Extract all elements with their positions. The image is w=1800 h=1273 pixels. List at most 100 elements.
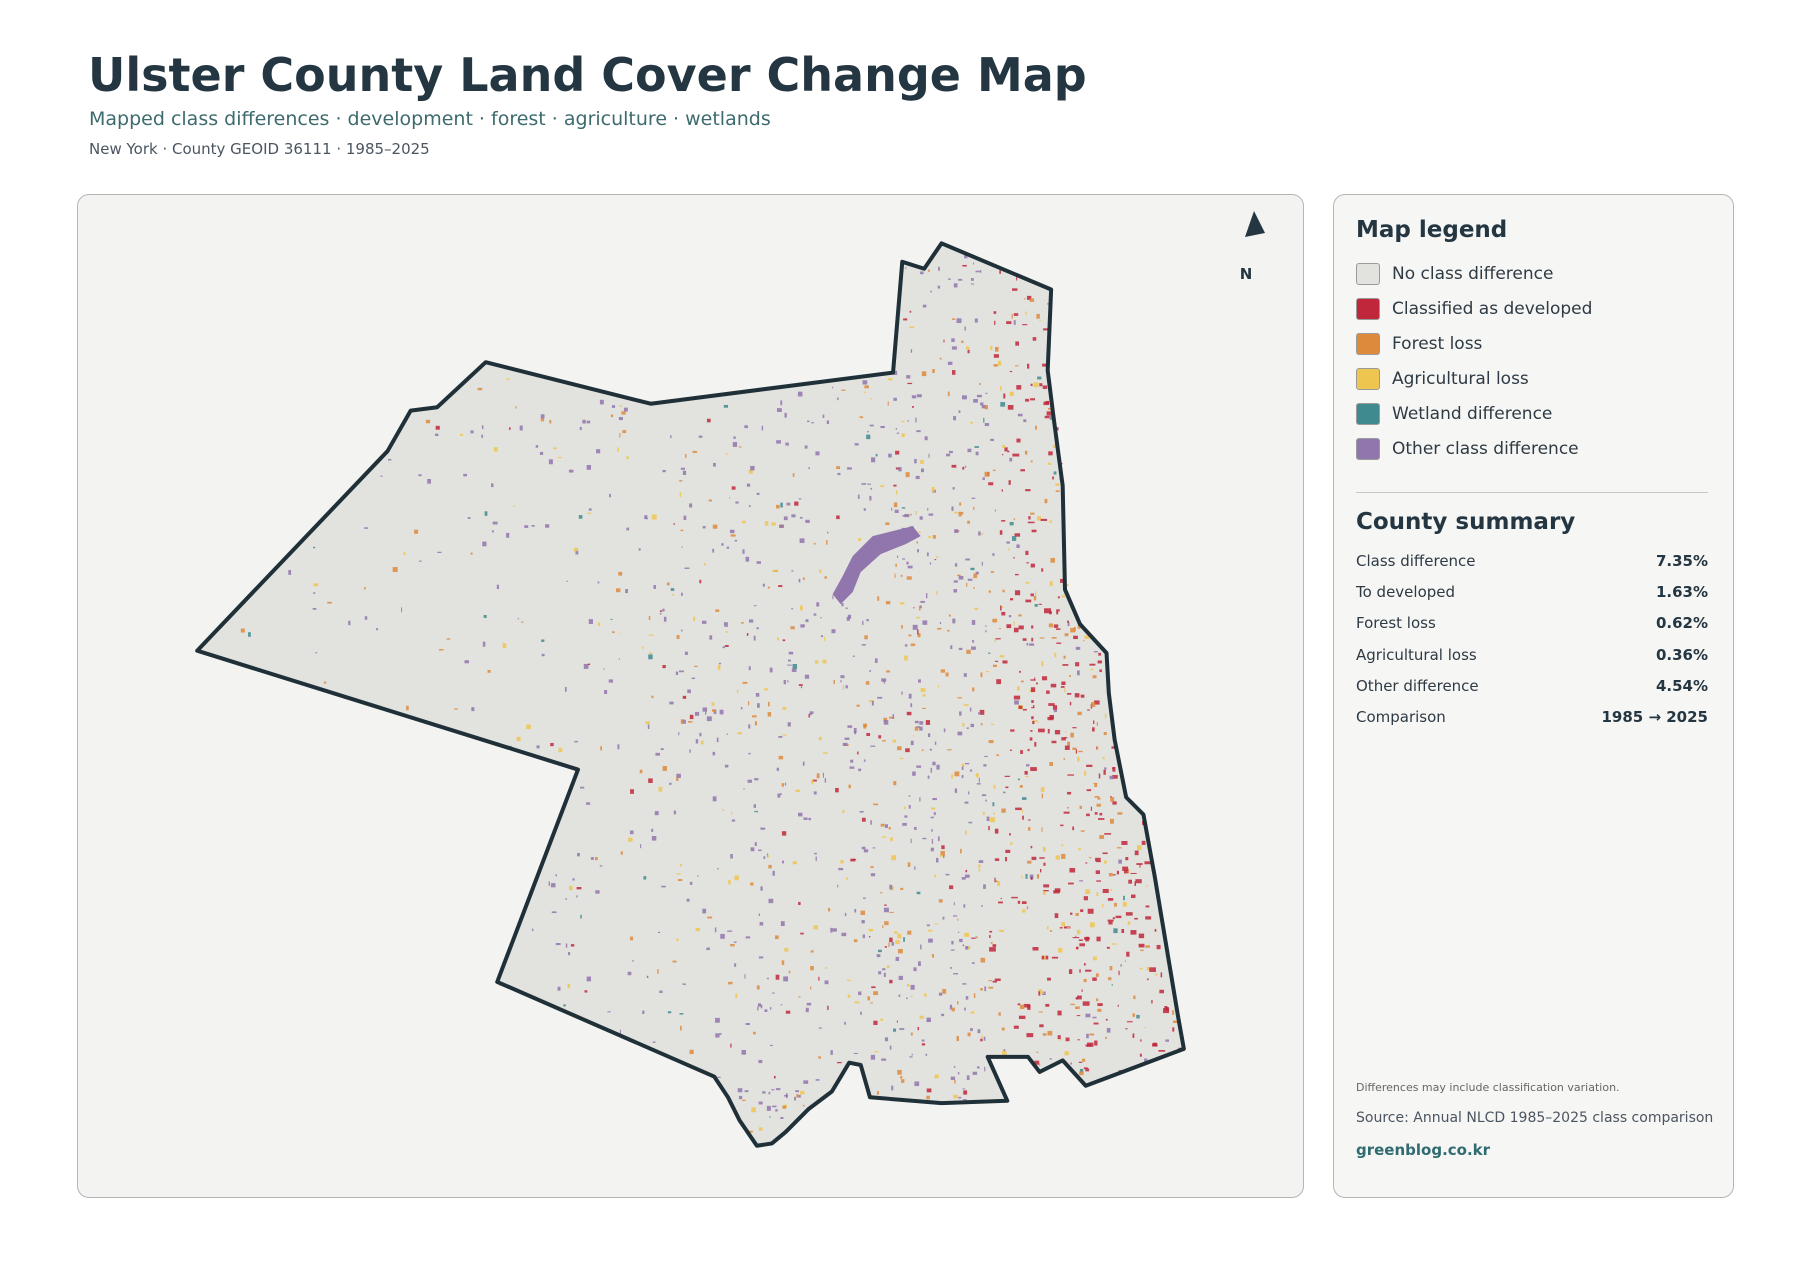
change-patch [718,662,721,665]
legend-label: Wetland difference [1392,404,1553,424]
change-patch [681,629,683,632]
change-patch [769,1007,772,1010]
change-patch [566,580,568,582]
change-patch [730,943,735,947]
change-patch [781,783,785,787]
change-patch [750,465,755,471]
change-patch [788,659,791,662]
change-patch [1048,451,1053,456]
change-patch [804,445,808,449]
change-patch [791,668,797,672]
summary-value: 4.54% [1655,676,1708,695]
change-patch [1016,438,1021,443]
change-patch [836,466,841,470]
change-patch [888,453,892,458]
change-patch [928,535,931,539]
change-patch [903,318,908,321]
change-patch [1032,720,1035,725]
change-patch [895,428,898,430]
change-patch [730,854,733,859]
change-patch [967,1032,971,1037]
change-patch [873,991,878,996]
change-patch [891,941,894,946]
change-patch [1076,929,1081,935]
change-patch [748,1130,753,1133]
change-patch [1022,809,1024,813]
change-patch [999,628,1002,630]
change-patch [1047,728,1050,734]
change-patch [883,720,889,725]
change-patch [961,877,966,880]
change-patch [715,1017,720,1023]
change-patch [666,582,670,586]
change-patch [1093,720,1095,724]
change-patch [999,929,1004,933]
change-patch [1023,1003,1031,1008]
change-patch [863,759,866,762]
change-patch [895,940,900,944]
change-patch [1092,977,1097,981]
change-patch [975,571,979,575]
change-patch [1098,652,1102,656]
change-patch [574,740,578,743]
change-patch [1037,376,1042,380]
change-patch [947,629,950,632]
change-patch [992,664,997,668]
change-patch [1077,756,1080,762]
change-patch [1034,604,1038,607]
change-patch [966,727,969,729]
subtitle: Mapped class differences · development ·… [89,108,771,130]
change-patch [827,531,829,534]
change-patch [833,679,835,685]
change-patch [1026,295,1032,300]
change-patch [745,936,751,939]
change-patch [745,1023,750,1026]
change-patch [1063,655,1066,659]
change-patch [924,993,927,997]
change-patch [1006,541,1010,544]
change-patch [758,1101,763,1105]
change-patch [610,618,613,620]
change-patch [967,520,970,524]
change-patch [756,561,761,564]
change-patch [878,735,882,739]
change-patch [315,652,318,654]
change-patch [545,524,550,528]
change-patch [936,764,940,770]
change-patch [586,976,592,982]
change-patch [1059,927,1063,929]
change-patch [1023,419,1027,423]
change-patch [438,649,444,651]
change-patch [748,724,751,729]
change-patch [1026,1033,1034,1038]
change-patch [887,401,889,406]
summary-value: 0.62% [1655,614,1708,633]
change-patch [715,609,720,612]
change-patch [689,749,691,753]
change-patch [692,450,698,453]
change-patch [1072,727,1077,729]
legend-label: Classified as developed [1392,299,1593,319]
change-patch [464,660,470,664]
change-patch [788,651,794,655]
change-patch [921,371,927,377]
change-patch [731,819,736,822]
change-patch [798,901,801,906]
change-patch [967,578,973,581]
change-patch [897,555,899,558]
change-patch [913,967,917,972]
change-patch [1085,1068,1090,1072]
change-patch [1056,609,1060,612]
change-patch [754,778,759,781]
change-patch [684,651,688,655]
change-patch [910,513,912,516]
change-patch [647,724,650,730]
change-patch [877,696,883,699]
change-patch [568,469,574,473]
change-patch [900,574,903,577]
change-patch [463,473,467,477]
change-patch [970,421,974,424]
change-patch [764,1009,768,1012]
change-patch [484,511,488,516]
change-patch [1084,635,1090,639]
